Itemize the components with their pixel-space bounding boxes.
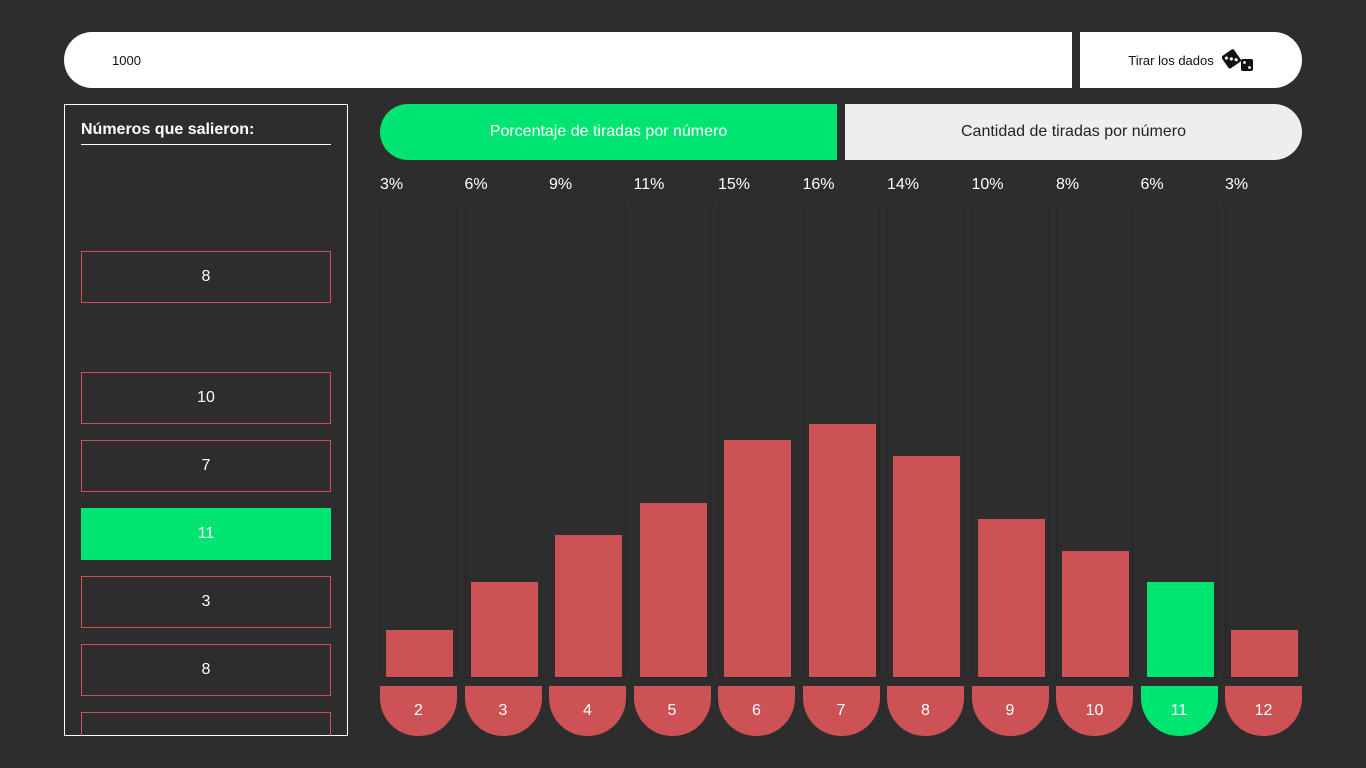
bar bbox=[893, 456, 960, 677]
chart-column-2: 3% 2 bbox=[380, 170, 457, 740]
result-item-highlighted: 11 bbox=[81, 508, 331, 560]
bar bbox=[639, 503, 707, 677]
result-value: 8 bbox=[201, 268, 211, 285]
roll-dice-button[interactable]: Tirar los dados bbox=[1080, 32, 1302, 88]
tab-count[interactable]: Cantidad de tiradas por número bbox=[845, 104, 1302, 160]
chart-column-8: 14% 8 bbox=[887, 170, 964, 740]
bar-track bbox=[802, 202, 880, 678]
bar-percent-label: 6% bbox=[1140, 176, 1164, 193]
bar-category-label: 3 bbox=[464, 686, 542, 736]
bar-category-label: 12 bbox=[1225, 686, 1302, 736]
bar bbox=[1231, 630, 1298, 677]
chart-column-10: 8% 10 bbox=[1056, 170, 1133, 740]
bar bbox=[977, 519, 1045, 677]
roll-bar: Tirar los dados bbox=[64, 32, 1302, 88]
bar-category-label: 6 bbox=[718, 686, 795, 736]
roll-dice-button-label: Tirar los dados bbox=[1128, 52, 1214, 68]
chart-column-9: 10% 9 bbox=[971, 170, 1049, 740]
chart-column-6: 15% 6 bbox=[718, 170, 795, 740]
result-value: 11 bbox=[197, 525, 215, 542]
bar bbox=[386, 630, 453, 677]
bar-category-label: 2 bbox=[380, 686, 457, 736]
bar-percent-label: 3% bbox=[380, 176, 404, 193]
bar-category-label: 10 bbox=[1056, 686, 1133, 736]
chart-column-12: 3% 12 bbox=[1225, 170, 1302, 740]
chart-column-7: 16% 7 bbox=[802, 170, 880, 740]
bar-category-label: 11 bbox=[1140, 686, 1218, 736]
result-item: 3 bbox=[81, 576, 331, 628]
bar bbox=[1062, 551, 1129, 677]
bar-percent-label: 16% bbox=[802, 176, 835, 193]
result-value: 3 bbox=[201, 593, 211, 610]
bar-category-label: 4 bbox=[549, 686, 626, 736]
bar-category-label: 5 bbox=[633, 686, 711, 736]
bar-track bbox=[380, 202, 457, 678]
bar-percent-label: 9% bbox=[549, 176, 573, 193]
bar-percent-label: 14% bbox=[887, 176, 920, 193]
bar bbox=[555, 535, 622, 677]
bar-track bbox=[718, 202, 795, 678]
roll-count-input[interactable] bbox=[64, 32, 1072, 88]
bar-percent-label: 8% bbox=[1056, 176, 1080, 193]
result-item: 8 bbox=[81, 251, 331, 303]
chart-column-3: 6% 3 bbox=[464, 170, 542, 740]
result-item: 10 bbox=[81, 372, 331, 424]
results-title: Números que salieron: bbox=[81, 121, 331, 145]
result-item: 8 bbox=[81, 644, 331, 696]
result-item bbox=[81, 712, 331, 735]
result-item: 7 bbox=[81, 440, 331, 492]
bar-track bbox=[633, 202, 711, 678]
bar-track bbox=[464, 202, 542, 678]
bar-track bbox=[1056, 202, 1133, 678]
chart-column-11: 6% 11 bbox=[1140, 170, 1218, 740]
dice-icon bbox=[1221, 47, 1254, 73]
bar bbox=[470, 582, 538, 677]
bar-track bbox=[1225, 202, 1302, 678]
bar-percent-label: 11% bbox=[633, 176, 665, 193]
bar-category-label: 7 bbox=[802, 686, 880, 736]
result-value: 7 bbox=[201, 457, 211, 474]
bar-track bbox=[887, 202, 964, 678]
result-value: 8 bbox=[201, 661, 211, 678]
bar-category-label: 8 bbox=[887, 686, 964, 736]
bar-percent-label: 6% bbox=[464, 176, 488, 193]
bar-percent-label: 10% bbox=[971, 176, 1004, 193]
bar-category-label: 9 bbox=[971, 686, 1049, 736]
bar-track bbox=[1140, 202, 1218, 678]
percentage-bar-chart: 3% 2 6% 3 9% 4 11% 5 15% 6 16% 7 14% 8 10% 9 8% 10 6% 11 3% 1… bbox=[380, 170, 1302, 740]
bar bbox=[1146, 582, 1214, 677]
tab-percentage-label: Porcentaje de tiradas por número bbox=[489, 123, 728, 140]
bar-track bbox=[971, 202, 1049, 678]
results-panel: Números que salieron: 8 10 7 11 3 8 bbox=[64, 104, 348, 736]
bar bbox=[724, 440, 791, 677]
tab-count-label: Cantidad de tiradas por número bbox=[960, 123, 1187, 140]
result-value: 10 bbox=[197, 389, 215, 406]
tab-percentage[interactable]: Porcentaje de tiradas por número bbox=[380, 104, 837, 160]
chart-column-4: 9% 4 bbox=[549, 170, 626, 740]
bar-track bbox=[549, 202, 626, 678]
chart-column-5: 11% 5 bbox=[633, 170, 711, 740]
bar-percent-label: 15% bbox=[718, 176, 751, 193]
bar bbox=[808, 424, 876, 677]
bar-percent-label: 3% bbox=[1225, 176, 1249, 193]
